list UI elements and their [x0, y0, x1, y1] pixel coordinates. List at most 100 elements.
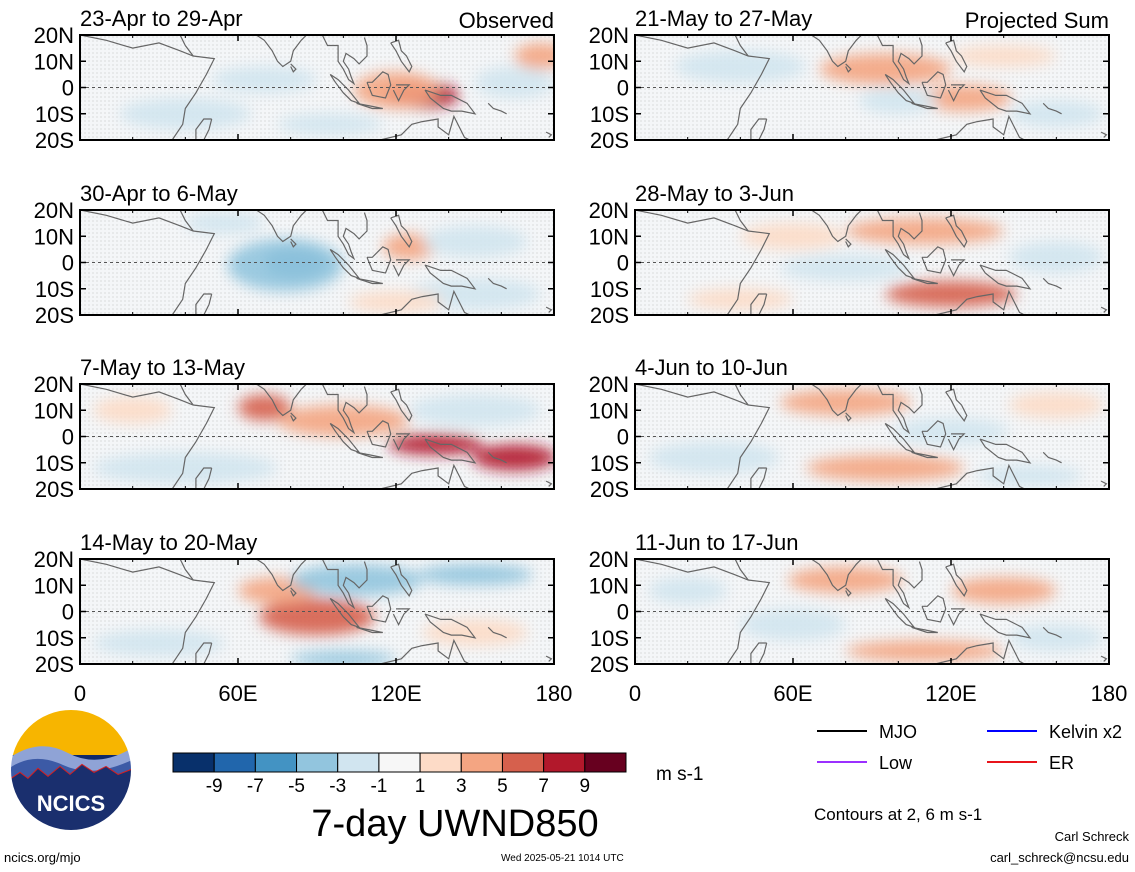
y-tick-label: 0 [617, 251, 629, 276]
anomaly-cell [1008, 241, 1104, 273]
y-tick-label: 20N [589, 198, 629, 223]
anomaly-cell [388, 433, 483, 455]
anomaly-cell [648, 577, 728, 604]
anomaly-cell [648, 441, 780, 474]
panel-title: 11-Jun to 17-Jun [635, 530, 798, 555]
ncics-logo: NCICS [8, 707, 134, 833]
y-tick-label: 10S [590, 451, 629, 476]
y-tick-label: 10S [35, 277, 74, 302]
anomaly-cell [353, 71, 439, 109]
anomaly-cell [93, 629, 225, 657]
y-tick-label: 20S [590, 652, 629, 677]
anomaly-cell [819, 53, 952, 85]
colorbar-swatch [337, 752, 380, 773]
anomaly-cell [916, 84, 1012, 112]
footer-email[interactable]: carl_schreck@ncsu.edu [990, 850, 1129, 865]
colorbar-swatch [419, 752, 462, 773]
colorbar-tick-label: 1 [415, 776, 426, 797]
y-tick-label: 0 [62, 600, 74, 625]
x-tick-label: 60E [773, 681, 812, 706]
anomaly-cell [277, 113, 383, 135]
colorbar-units: m s-1 [656, 764, 704, 785]
y-tick-label: 10N [34, 398, 74, 423]
y-tick-label: 20N [589, 547, 629, 572]
y-tick-label: 0 [62, 425, 74, 450]
coastlines [80, 384, 553, 489]
chart-title: 7-day UWND850 [311, 803, 598, 845]
anomaly-cell [290, 564, 423, 596]
footer-url[interactable]: ncics.org/mjo [4, 850, 81, 865]
y-tick-label: 20S [35, 652, 74, 677]
anomaly-cell [227, 238, 344, 292]
coastlines [80, 35, 553, 140]
x-tick-label: 120E [370, 681, 421, 706]
colorbar-tick-label: 9 [580, 776, 591, 797]
y-tick-label: 20N [589, 372, 629, 397]
anomaly-field [80, 35, 554, 140]
anomaly-cell [1008, 100, 1104, 127]
anomaly-cell [806, 454, 965, 482]
panel-title: 4-Jun to 10-Jun [635, 355, 788, 380]
coastlines [80, 210, 553, 315]
y-tick-label: 20S [35, 477, 74, 502]
x-tick-label: 180 [1091, 681, 1128, 706]
y-tick-label: 10N [34, 49, 74, 74]
anomaly-cell [238, 394, 291, 421]
anomaly-cell [417, 564, 533, 586]
x-tick-label: 0 [74, 681, 86, 706]
y-tick-label: 10N [589, 224, 629, 249]
panel-title: 23-Apr to 29-Apr [80, 6, 243, 31]
anomaly-cell [858, 87, 938, 114]
anomaly-cell [779, 254, 912, 281]
contour-legend: MJO Kelvin x2 Low ER Contours at 2, 6 m s-1 [814, 722, 1122, 824]
colorbar-tick-label: -9 [206, 776, 223, 797]
y-tick-label: 10N [589, 49, 629, 74]
panel-title: 21-May to 27-May [635, 6, 812, 31]
anomaly-cell [119, 98, 252, 130]
anomaly-cell [740, 223, 846, 250]
y-tick-label: 10N [34, 573, 74, 598]
y-tick-label: 0 [617, 600, 629, 625]
colorbar-swatch [543, 752, 586, 773]
y-tick-label: 20N [34, 198, 74, 223]
contour-note: Contours at 2, 6 m s-1 [814, 805, 982, 824]
anomaly-cell [185, 212, 265, 234]
legend-label: Kelvin x2 [1049, 722, 1122, 742]
column-label: Observed [459, 8, 554, 33]
y-tick-label: 10S [590, 277, 629, 302]
y-tick-label: 0 [617, 76, 629, 101]
colorbar: -9 -7 -5 -3 -1 1 3 5 7 9 m s-1 7-day UWND850 [172, 752, 704, 845]
anomaly-cell [885, 280, 1017, 308]
anomaly-field [635, 210, 1109, 315]
colorbar-tick-label: 7 [538, 776, 549, 797]
colorbar-swatch [172, 752, 215, 773]
anomaly-cell [951, 577, 1057, 604]
anomaly-cell [1008, 624, 1104, 651]
legend-label: ER [1049, 753, 1074, 773]
y-tick-label: 20S [590, 477, 629, 502]
x-tick-label: 0 [629, 681, 641, 706]
anomaly-cell [409, 394, 541, 426]
colorbar-tick-label: 5 [497, 776, 508, 797]
panel-title: 30-Apr to 6-May [80, 181, 238, 206]
anomaly-cell [211, 66, 317, 93]
anomaly-cell [779, 389, 912, 416]
coastlines [80, 559, 553, 664]
y-tick-label: 20N [34, 547, 74, 572]
colorbar-swatch [460, 752, 503, 773]
x-tick-label: 60E [218, 681, 257, 706]
anomaly-field [80, 384, 554, 489]
anomaly-cell [422, 225, 528, 258]
coastlines [635, 35, 1108, 140]
anomaly-cell [475, 66, 554, 98]
x-tick-label: 180 [536, 681, 573, 706]
panel-title: 14-May to 20-May [80, 530, 257, 555]
anomaly-cell [422, 619, 528, 646]
